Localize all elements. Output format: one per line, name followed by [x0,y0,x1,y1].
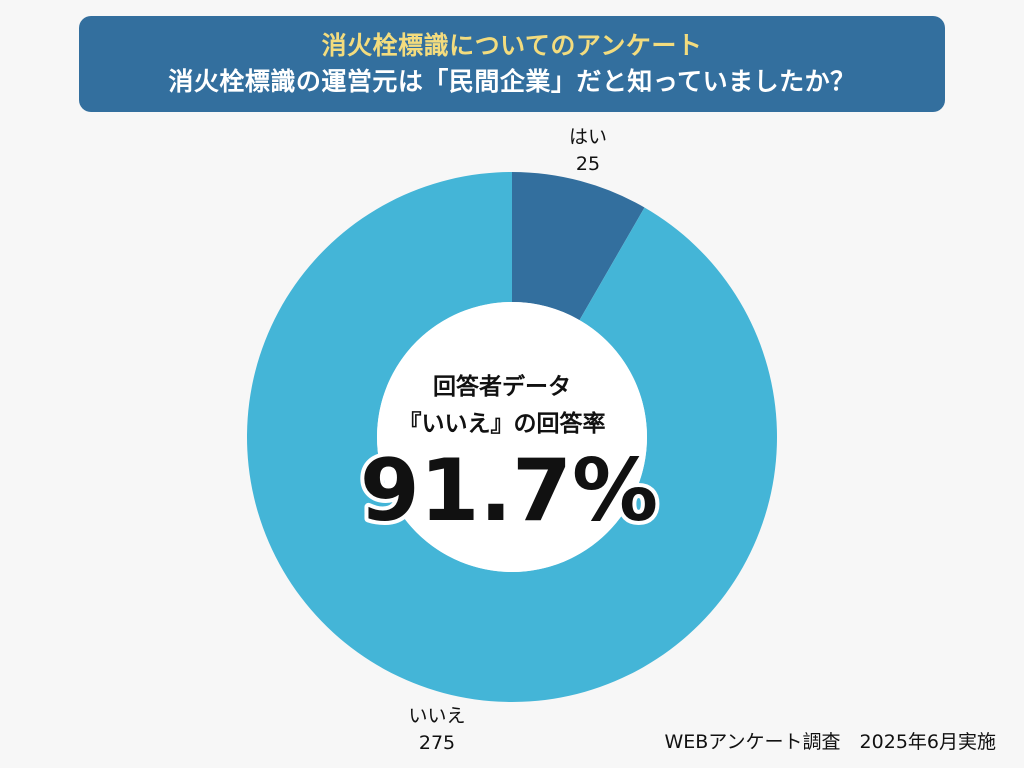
survey-question: 消火栓標識の運営元は「民間企業」だと知っていましたか？ [168,67,856,96]
center-percentage: 91.7% [360,441,658,541]
donut-slice-yes [512,172,645,321]
survey-title: 消火栓標識についてのアンケート [321,31,703,60]
slice-label-no: いいえ [408,705,465,727]
center-caption: 回答者データ [433,373,571,400]
title-banner: 消火栓標識についてのアンケート 消火栓標識の運営元は「民間企業」だと知っていまし… [79,16,945,112]
survey-source-note: WEBアンケート調査 2025年6月実施 [664,731,996,753]
center-subcaption: 『いいえ』の回答率 [399,410,606,437]
slice-value-yes: 25 [576,153,600,175]
slice-label-yes: はい [569,126,607,148]
donut-slice-no [246,172,778,702]
slice-value-no: 275 [419,732,455,754]
donut-center-hole [377,302,647,572]
